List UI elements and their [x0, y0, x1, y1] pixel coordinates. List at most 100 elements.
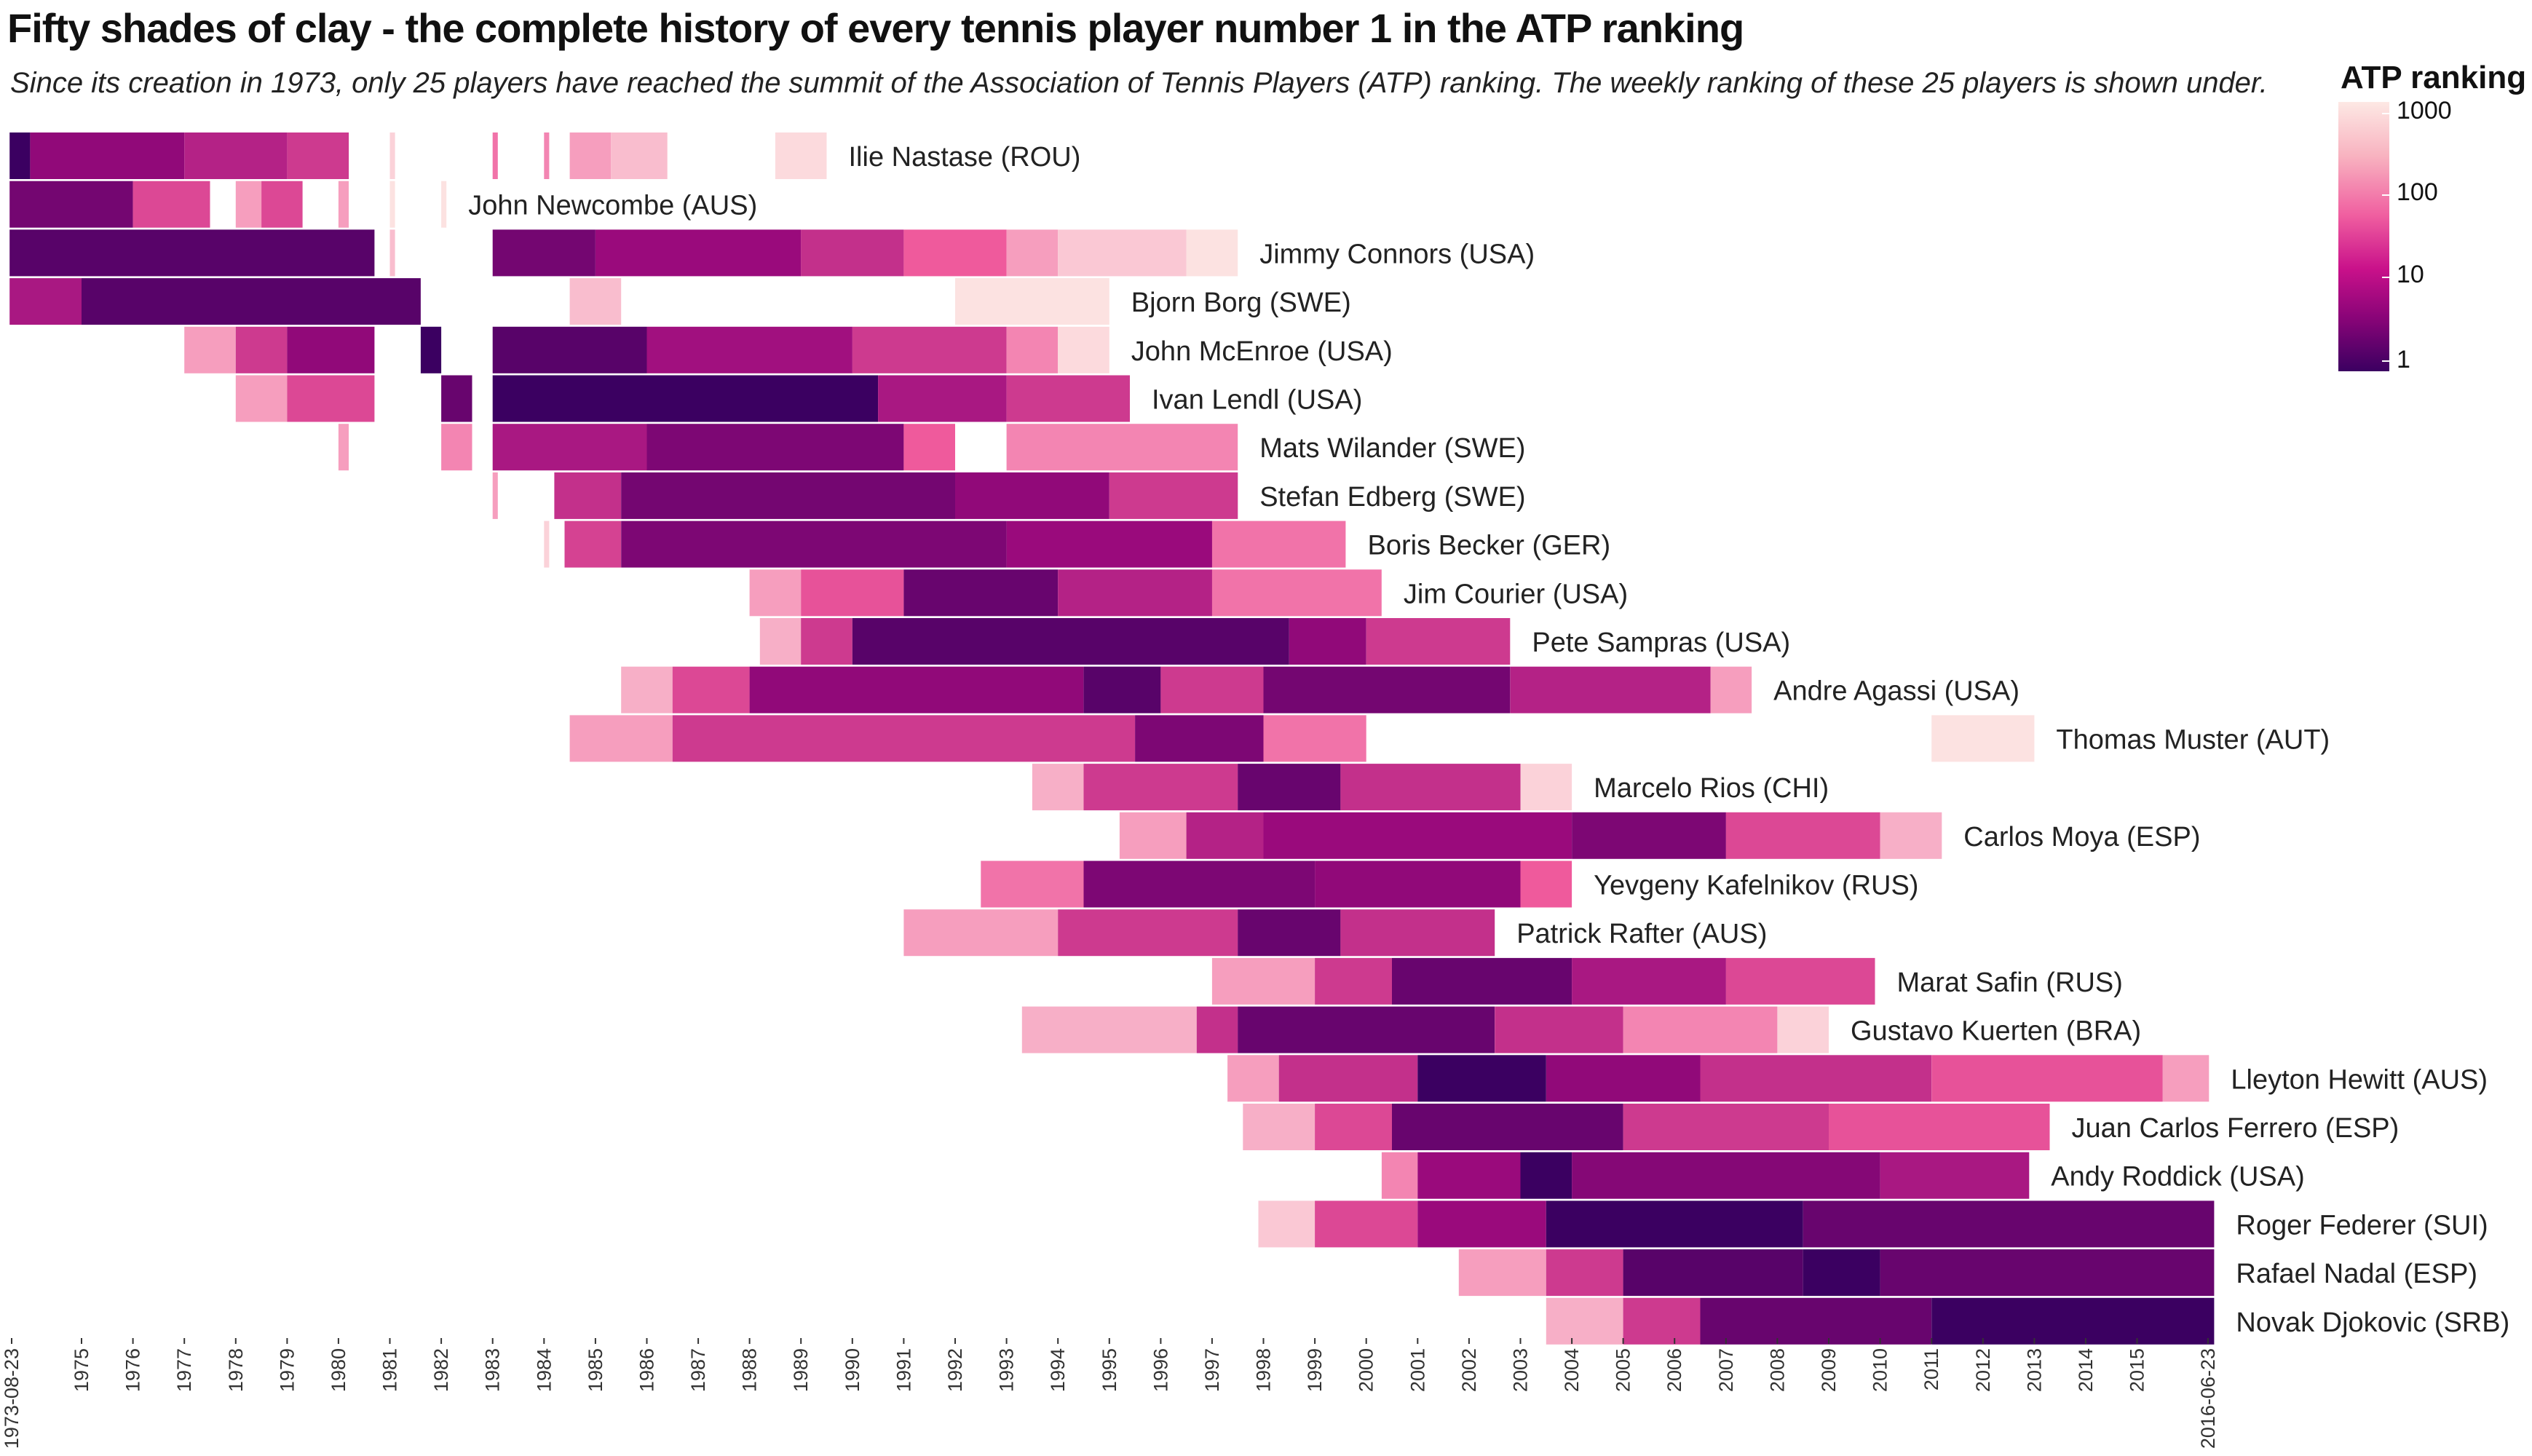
ranking-segment [389, 181, 395, 228]
x-axis-tick-label: 2013 [2023, 1348, 2045, 1392]
ranking-segment [1520, 1152, 1572, 1199]
ranking-segment [287, 326, 375, 373]
player-label: Patrick Rafter (AUS) [1516, 919, 1767, 949]
ranking-segment [235, 326, 288, 373]
ranking-segment [672, 715, 1136, 762]
ranking-segment [389, 229, 395, 277]
legend-title: ATP ranking [2341, 60, 2527, 95]
ranking-segment [1931, 1055, 2163, 1102]
ranking-segment [1572, 812, 1726, 859]
ranking-segment [1186, 229, 1238, 277]
legend-tick-label: 1 [2397, 346, 2410, 373]
x-axis-tick-label: 1992 [944, 1348, 966, 1392]
ranking-segment [1931, 1297, 2215, 1345]
player-label: Jimmy Connors (USA) [1259, 239, 1535, 269]
x-axis-tick-label: 2006 [1663, 1348, 1685, 1392]
ranking-segment [878, 375, 1007, 422]
ranking-segment [1458, 1249, 1546, 1297]
x-axis-tick-label: 1989 [790, 1348, 812, 1392]
ranking-segment [672, 666, 750, 713]
ranking-segment [1058, 569, 1212, 617]
ranking-segment [1263, 715, 1366, 762]
ranking-segment [1006, 521, 1212, 568]
ranking-segment [1495, 1006, 1623, 1053]
ranking-segment [1315, 957, 1392, 1005]
ranking-segment [981, 860, 1084, 908]
ranking-segment [1829, 1104, 2050, 1150]
x-axis-tick-label: 2012 [1972, 1348, 1994, 1392]
ranking-segment [82, 278, 421, 325]
player-label: Roger Federer (SUI) [2236, 1210, 2488, 1241]
ranking-segment [9, 229, 375, 277]
ranking-segment [1710, 666, 1752, 713]
ranking-segment [1227, 1055, 1279, 1102]
ranking-segment [1392, 1104, 1623, 1150]
ranking-segment [801, 618, 852, 665]
ranking-segment [1340, 909, 1495, 957]
ranking-segment [492, 132, 498, 179]
ranking-segment [492, 229, 596, 277]
ranking-segment [852, 326, 1007, 373]
player-label: Juan Carlos Ferrero (ESP) [2072, 1113, 2400, 1144]
x-axis-tick-label: 1993 [996, 1348, 1018, 1392]
chart-title: Fifty shades of clay - the complete hist… [7, 5, 1744, 51]
player-label: Carlos Moya (ESP) [1963, 822, 2200, 852]
ranking-segment [1931, 715, 2035, 762]
x-axis-tick-label: 2010 [1870, 1348, 1891, 1392]
ranking-segment [1135, 715, 1264, 762]
ranking-segment [611, 132, 668, 179]
ranking-segment [1109, 472, 1238, 519]
x-axis-tick-label: 2008 [1766, 1348, 1788, 1392]
ranking-segment [1392, 957, 1572, 1005]
x-axis-tick-label: 2005 [1613, 1348, 1634, 1392]
ranking-segment [646, 326, 852, 373]
ranking-segment [544, 132, 550, 179]
ranking-segment [1006, 375, 1130, 422]
ranking-segment [184, 132, 288, 179]
ranking-segment [1366, 618, 1511, 665]
ranking-segment [235, 375, 288, 422]
legend-tick-mark [2382, 113, 2389, 114]
ranking-segment [1083, 666, 1161, 713]
ranking-segment [903, 424, 955, 471]
ranking-segment [492, 472, 498, 519]
ranking-segment [1258, 1200, 1316, 1248]
ranking-segment [621, 472, 955, 519]
ranking-segment [1315, 1104, 1392, 1150]
ranking-segment [1700, 1055, 1932, 1102]
ranking-segment [1725, 812, 1880, 859]
ranking-segment [1263, 812, 1572, 859]
x-axis-tick-label: 2016-06-23 [2197, 1348, 2219, 1449]
x-axis-tick-label: 1982 [430, 1348, 452, 1392]
ranking-segment [1196, 1006, 1238, 1053]
ranking-segment [801, 569, 904, 617]
legend-tick-mark [2382, 360, 2389, 362]
ranking-segment [1623, 1297, 1701, 1345]
ranking-segment [287, 132, 349, 179]
ranking-segment [338, 424, 349, 471]
x-axis-tick-label: 1988 [739, 1348, 761, 1392]
player-label: Pete Sampras (USA) [1532, 628, 1790, 658]
ranking-segment [1880, 812, 1942, 859]
ranking-segment [1289, 618, 1366, 665]
ranking-segment [1880, 1249, 2215, 1297]
ranking-segment [1058, 326, 1109, 373]
ranking-segment [1211, 957, 1316, 1005]
player-label: Ivan Lendl (USA) [1152, 385, 1362, 416]
x-axis-tick-label: 1987 [687, 1348, 709, 1392]
player-label: John Newcombe (AUS) [468, 191, 757, 221]
legend-tick-mark [2382, 194, 2389, 196]
legend-tick-label: 100 [2397, 178, 2438, 206]
player-label: Mats Wilander (SWE) [1259, 433, 1525, 464]
x-axis-tick-label: 1991 [893, 1348, 914, 1392]
x-axis-tick-label: 1983 [482, 1348, 504, 1392]
x-axis-tick-label: 2015 [2127, 1348, 2148, 1392]
ranking-segment [1083, 764, 1238, 811]
ranking-segment [1006, 229, 1059, 277]
ranking-segment [1340, 764, 1521, 811]
ranking-segment [621, 521, 1007, 568]
x-axis-tick-label: 1975 [71, 1348, 92, 1392]
ranking-segment [492, 326, 647, 373]
x-axis-tick-label: 1976 [122, 1348, 144, 1392]
